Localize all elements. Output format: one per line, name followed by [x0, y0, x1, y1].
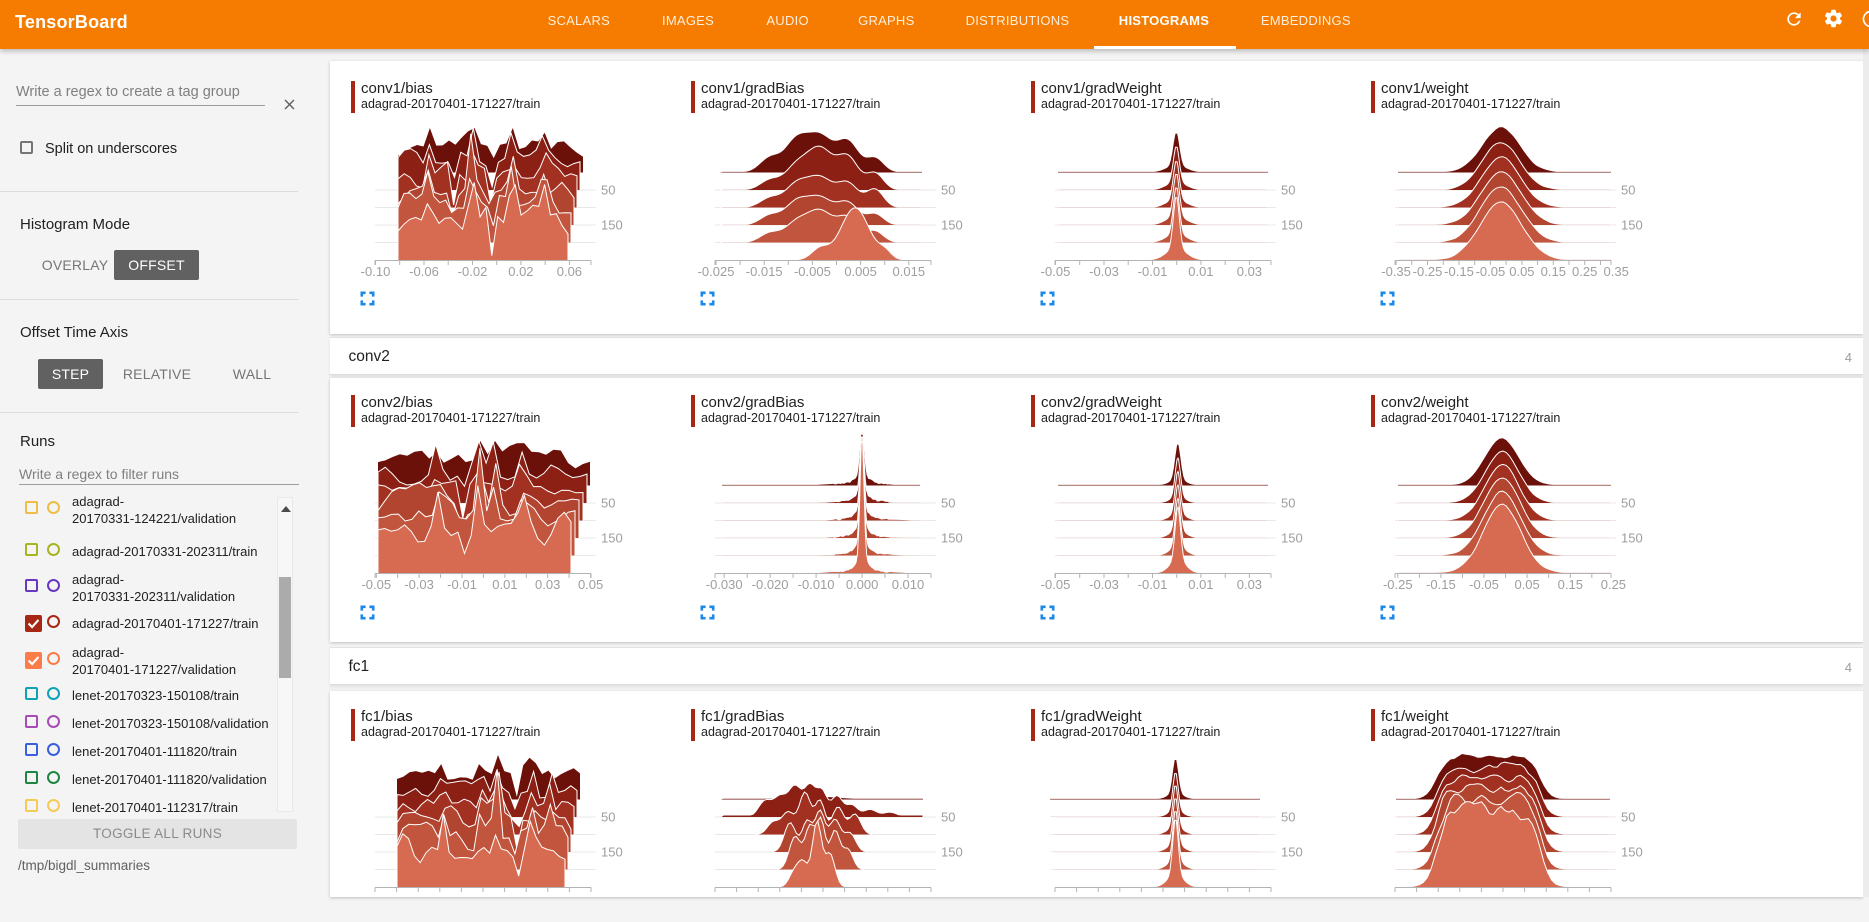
svg-text:0.015: 0.015: [893, 264, 926, 279]
svg-text:-0.01: -0.01: [1138, 264, 1168, 279]
svg-text:-0.025: -0.025: [698, 264, 735, 279]
svg-text:150: 150: [941, 845, 963, 860]
svg-text:150: 150: [601, 531, 623, 546]
svg-text:-0.05: -0.05: [1469, 577, 1499, 592]
svg-text:-0.06: -0.06: [409, 264, 439, 279]
svg-text:50: 50: [601, 182, 615, 197]
svg-text:-0.03: -0.03: [404, 577, 434, 592]
svg-text:-0.03: -0.03: [1089, 264, 1119, 279]
svg-text:-0.25: -0.25: [1413, 264, 1443, 279]
svg-text:-0.35: -0.35: [1381, 264, 1411, 279]
svg-text:-0.05: -0.05: [1041, 577, 1071, 592]
svg-text:150: 150: [1281, 217, 1303, 232]
svg-text:0.35: 0.35: [1604, 264, 1629, 279]
svg-text:50: 50: [601, 496, 615, 511]
svg-text:0.03: 0.03: [1237, 577, 1262, 592]
svg-text:50: 50: [601, 810, 615, 825]
svg-text:0.25: 0.25: [1572, 264, 1597, 279]
svg-text:0.05: 0.05: [1514, 577, 1539, 592]
svg-text:150: 150: [601, 845, 623, 860]
svg-text:50: 50: [941, 182, 955, 197]
svg-text:-0.020: -0.020: [752, 577, 789, 592]
svg-text:-0.005: -0.005: [794, 264, 831, 279]
svg-text:0.01: 0.01: [1188, 264, 1213, 279]
svg-text:150: 150: [1281, 845, 1303, 860]
svg-text:-0.015: -0.015: [746, 264, 783, 279]
svg-text:150: 150: [941, 217, 963, 232]
svg-text:150: 150: [1621, 531, 1643, 546]
svg-text:50: 50: [1281, 496, 1295, 511]
svg-text:0.000: 0.000: [846, 577, 879, 592]
svg-text:150: 150: [1621, 845, 1643, 860]
svg-text:0.15: 0.15: [1541, 264, 1566, 279]
svg-text:0.25: 0.25: [1601, 577, 1626, 592]
svg-text:-0.030: -0.030: [706, 577, 743, 592]
svg-text:150: 150: [1621, 217, 1643, 232]
svg-text:0.05: 0.05: [1509, 264, 1534, 279]
svg-text:-0.03: -0.03: [1089, 577, 1119, 592]
svg-text:0.02: 0.02: [508, 264, 533, 279]
svg-text:-0.15: -0.15: [1444, 264, 1474, 279]
svg-text:-0.02: -0.02: [458, 264, 488, 279]
svg-text:0.15: 0.15: [1558, 577, 1583, 592]
svg-text:0.06: 0.06: [557, 264, 582, 279]
svg-text:50: 50: [1281, 182, 1295, 197]
svg-text:0.03: 0.03: [1237, 264, 1262, 279]
svg-text:-0.010: -0.010: [798, 577, 835, 592]
svg-text:0.05: 0.05: [578, 577, 603, 592]
svg-text:150: 150: [1281, 531, 1303, 546]
svg-text:50: 50: [1621, 496, 1635, 511]
svg-text:-0.01: -0.01: [447, 577, 477, 592]
svg-text:-0.10: -0.10: [361, 264, 391, 279]
svg-text:0.010: 0.010: [892, 577, 925, 592]
svg-text:50: 50: [1621, 810, 1635, 825]
svg-text:-0.01: -0.01: [1138, 577, 1168, 592]
svg-text:0.01: 0.01: [492, 577, 517, 592]
svg-text:150: 150: [601, 217, 623, 232]
svg-text:50: 50: [941, 496, 955, 511]
svg-text:-0.05: -0.05: [361, 577, 391, 592]
svg-text:-0.05: -0.05: [1476, 264, 1506, 279]
svg-text:-0.15: -0.15: [1426, 577, 1456, 592]
svg-text:50: 50: [941, 810, 955, 825]
svg-text:0.005: 0.005: [844, 264, 877, 279]
svg-text:-0.05: -0.05: [1041, 264, 1071, 279]
svg-text:50: 50: [1281, 810, 1295, 825]
svg-text:-0.25: -0.25: [1383, 577, 1413, 592]
svg-text:0.01: 0.01: [1188, 577, 1213, 592]
svg-text:0.03: 0.03: [535, 577, 560, 592]
svg-text:50: 50: [1621, 182, 1635, 197]
svg-text:150: 150: [941, 531, 963, 546]
